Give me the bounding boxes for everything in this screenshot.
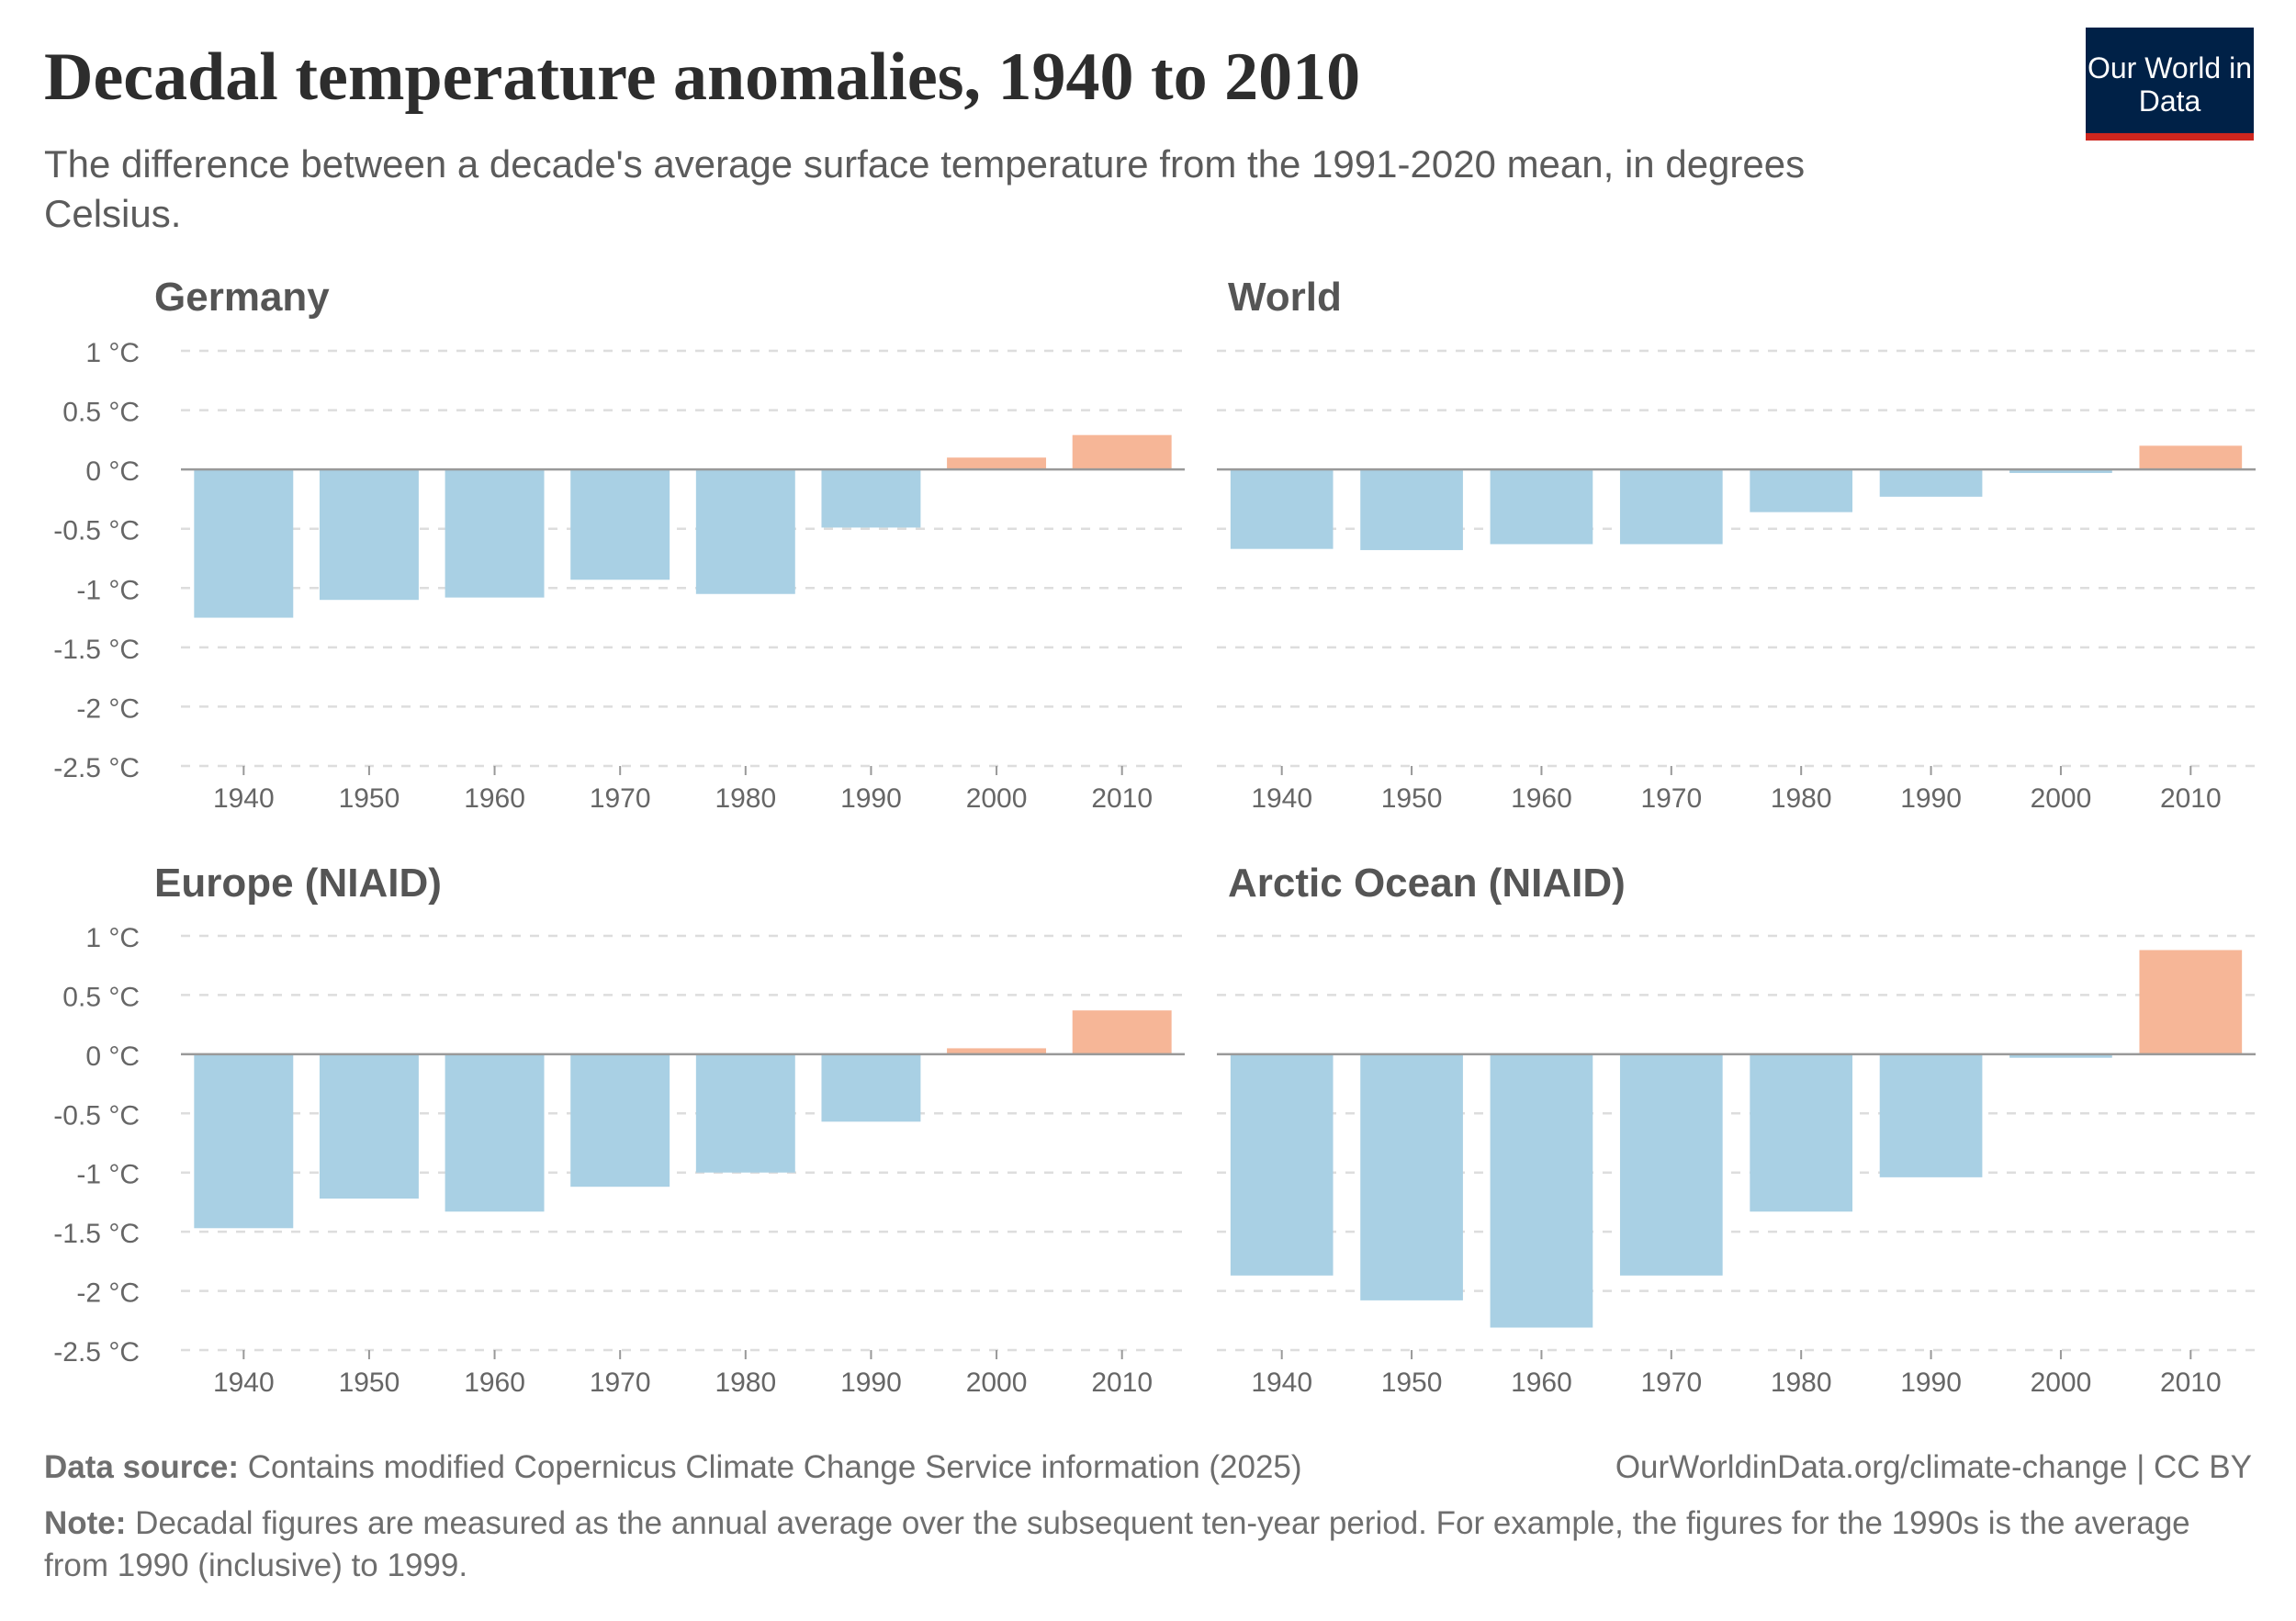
- x-tick-label: 1970: [1640, 783, 1702, 814]
- bar-1980: [695, 469, 795, 594]
- bar-1960: [445, 469, 545, 598]
- x-tick-label: 1940: [213, 783, 275, 814]
- bar-1990: [1879, 469, 1983, 497]
- x-tick-label: 2010: [1091, 1368, 1153, 1398]
- y-tick-label: -2 °C: [76, 1278, 140, 1309]
- bar-1970: [1619, 1053, 1723, 1276]
- x-tick-label: 1940: [213, 1368, 275, 1398]
- bar-1970: [1619, 469, 1723, 545]
- bar-1940: [1230, 469, 1334, 549]
- y-tick-label: 1 °C: [85, 338, 140, 368]
- y-tick-label: -1.5 °C: [53, 635, 140, 665]
- x-tick-label: 1950: [1381, 1368, 1443, 1398]
- y-tick-label: -0.5 °C: [53, 1100, 140, 1131]
- panel-title: Europe (NIAID): [154, 861, 442, 906]
- x-tick-label: 1950: [339, 1368, 400, 1398]
- bar-2010: [1072, 1010, 1172, 1054]
- x-tick-label: 1960: [464, 783, 525, 814]
- bar-1950: [1360, 1053, 1463, 1300]
- y-tick-label: -2.5 °C: [53, 753, 140, 783]
- bar-1950: [319, 469, 419, 601]
- x-tick-label: 1980: [715, 1368, 776, 1398]
- note-text: Decadal figures are measured as the annu…: [44, 1505, 2190, 1583]
- y-tick-label: 0 °C: [85, 1041, 140, 1072]
- y-tick-label: 1 °C: [85, 923, 140, 953]
- source-label: Data source:: [44, 1449, 240, 1485]
- bar-1950: [1360, 469, 1463, 550]
- y-tick-label: 0.5 °C: [62, 982, 140, 1012]
- bar-1990: [1879, 1053, 1983, 1177]
- bar-1950: [319, 1053, 419, 1199]
- panel-title: Arctic Ocean (NIAID): [1228, 861, 1626, 906]
- source-text: Contains modified Copernicus Climate Cha…: [247, 1449, 1302, 1485]
- bar-1940: [1230, 1053, 1334, 1276]
- bar-1960: [1490, 469, 1593, 545]
- x-tick-label: 2010: [1091, 783, 1153, 814]
- note-label: Note:: [44, 1505, 127, 1541]
- y-tick-label: -2.5 °C: [53, 1337, 140, 1368]
- bar-2000: [947, 1048, 1047, 1054]
- y-tick-label: -1 °C: [76, 575, 140, 605]
- x-tick-label: 2000: [2031, 1368, 2092, 1398]
- y-tick-label: -1.5 °C: [53, 1219, 140, 1249]
- x-tick-label: 1950: [339, 783, 400, 814]
- bar-1970: [570, 1053, 670, 1188]
- x-tick-label: 1970: [590, 783, 651, 814]
- x-tick-label: 1950: [1381, 783, 1443, 814]
- panel-title: World: [1228, 275, 1342, 320]
- x-tick-label: 1980: [1771, 1368, 1832, 1398]
- x-tick-label: 1970: [590, 1368, 651, 1398]
- source-url-link[interactable]: OurWorldinData.org/climate-change | CC B…: [1615, 1449, 2252, 1485]
- bar-1990: [821, 469, 921, 528]
- x-tick-label: 1940: [1251, 783, 1312, 814]
- bar-1970: [570, 469, 670, 580]
- x-tick-label: 2000: [966, 783, 1028, 814]
- chart-title: Decadal temperature anomalies, 1940 to 2…: [44, 39, 1361, 115]
- bar-1940: [194, 469, 294, 618]
- bar-2010: [1072, 434, 1172, 470]
- x-tick-label: 1980: [1771, 783, 1832, 814]
- chart-subtitle: The difference between a decade's averag…: [44, 142, 1806, 235]
- x-tick-label: 1960: [1511, 1368, 1572, 1398]
- bar-1980: [695, 1053, 795, 1173]
- bar-2010: [2139, 950, 2243, 1054]
- bar-1960: [445, 1053, 545, 1212]
- bar-2000: [947, 457, 1047, 470]
- y-tick-label: -0.5 °C: [53, 516, 140, 546]
- bar-1960: [1490, 1053, 1593, 1328]
- x-tick-label: 2000: [2031, 783, 2092, 814]
- bar-1980: [1750, 469, 1853, 512]
- owid-logo[interactable]: Our World in Data: [2086, 28, 2254, 141]
- x-tick-label: 1980: [715, 783, 776, 814]
- bar-1940: [194, 1053, 294, 1229]
- y-tick-label: -1 °C: [76, 1160, 140, 1190]
- panel-title: Germany: [154, 275, 330, 320]
- bar-2000: [2009, 1053, 2112, 1058]
- x-tick-label: 1960: [1511, 783, 1572, 814]
- bar-2010: [2139, 445, 2243, 470]
- x-tick-label: 1990: [1900, 783, 1962, 814]
- x-tick-label: 1990: [840, 783, 902, 814]
- x-tick-label: 2000: [966, 1368, 1028, 1398]
- x-tick-label: 1990: [1900, 1368, 1962, 1398]
- x-tick-label: 1940: [1251, 1368, 1312, 1398]
- y-tick-label: -2 °C: [76, 693, 140, 724]
- y-tick-label: 0 °C: [85, 456, 140, 487]
- note: Note: Decadal figures are measured as th…: [44, 1503, 2248, 1587]
- x-tick-label: 1990: [840, 1368, 902, 1398]
- x-tick-label: 1960: [464, 1368, 525, 1398]
- bar-1980: [1750, 1053, 1853, 1212]
- bar-2000: [2009, 469, 2112, 474]
- x-tick-label: 2010: [2160, 1368, 2222, 1398]
- x-tick-label: 1970: [1640, 1368, 1702, 1398]
- bar-1990: [821, 1053, 921, 1122]
- data-source: Data source: Contains modified Copernicu…: [44, 1449, 1302, 1486]
- x-tick-label: 2010: [2160, 783, 2222, 814]
- y-tick-label: 0.5 °C: [62, 398, 140, 428]
